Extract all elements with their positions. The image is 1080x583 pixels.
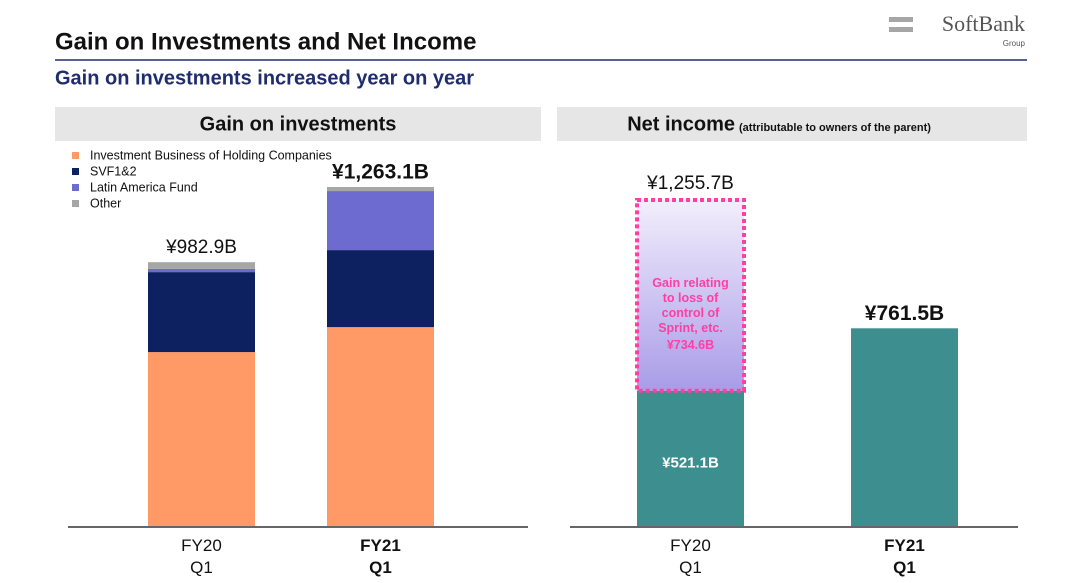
bar — [851, 328, 958, 526]
panel-title: Gain on investments — [200, 113, 397, 135]
panel-header — [557, 107, 1027, 141]
x-tick-label: FY21 Q1 — [360, 536, 401, 577]
total-label: ¥1,263.1B — [332, 161, 429, 184]
bar-segment — [148, 272, 255, 353]
panel-subtitle: (attributable to owners of the parent) — [739, 122, 931, 134]
value-label: ¥521.1B — [662, 454, 719, 471]
total-label: ¥1,255.7B — [646, 173, 734, 194]
bar-segment — [327, 250, 434, 328]
legend-label: Latin America Fund — [90, 180, 198, 194]
annotation-box — [635, 198, 746, 393]
x-tick-label: FY20 Q1 — [670, 536, 711, 577]
bar — [637, 390, 744, 526]
total-label: ¥982.9B — [165, 237, 237, 258]
bar-segment — [148, 352, 255, 526]
subtitle: Gain on investments increased year on ye… — [55, 67, 474, 89]
bar-segment — [148, 268, 255, 273]
bar-segment — [148, 262, 255, 269]
x-tick-label: FY21 Q1 — [884, 536, 925, 577]
x-tick-label: FY20 Q1 — [181, 536, 222, 577]
legend-swatch — [72, 200, 79, 207]
bar-segment — [327, 327, 434, 526]
bar-segment — [327, 187, 434, 192]
annotation-text: Gain relating to loss of control of Spri… — [652, 276, 729, 335]
legend-swatch — [72, 152, 79, 159]
annotation-value: ¥734.6B — [666, 338, 715, 352]
legend-label: SVF1&2 — [90, 164, 137, 178]
legend-swatch — [72, 168, 79, 175]
title: Gain on Investments and Net Income — [55, 28, 476, 55]
legend-swatch — [72, 184, 79, 191]
legend-label: Investment Business of Holding Companies — [90, 148, 332, 162]
logo-sub: Group — [1003, 39, 1026, 48]
legend-label: Other — [90, 196, 121, 210]
panel-title: Net income — [627, 113, 735, 135]
logo-bar — [889, 17, 913, 22]
panel-header — [55, 107, 541, 141]
logo: SoftBank — [942, 11, 1025, 36]
bar-segment — [327, 191, 434, 251]
logo-bar — [889, 27, 913, 32]
value-label: ¥761.5B — [865, 302, 944, 325]
